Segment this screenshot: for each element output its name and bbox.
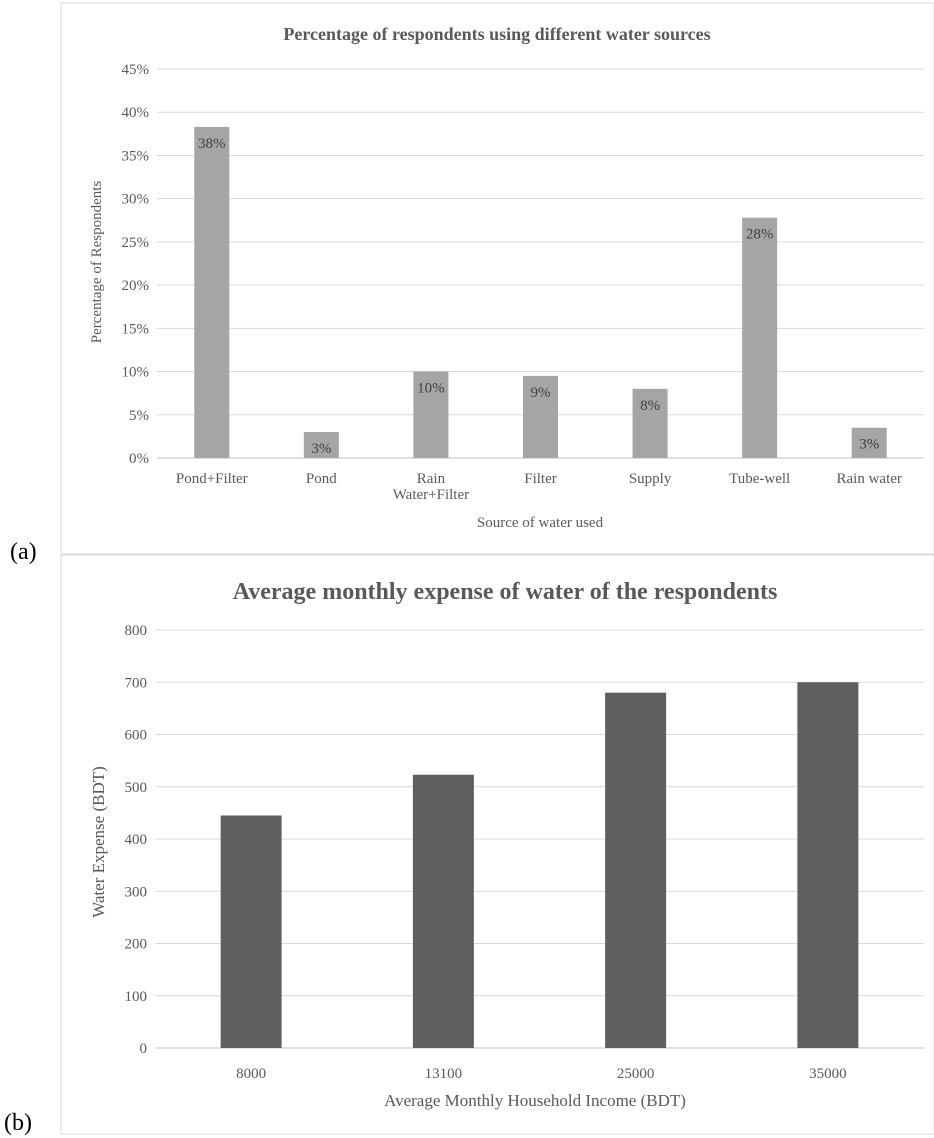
chart-a-frame (60, 2, 934, 555)
x-tick-label: Rain (417, 471, 446, 487)
chart-a-title: Percentage of respondents using differen… (283, 24, 710, 44)
chart-b-x-axis-title: Average Monthly Household Income (BDT) (384, 1091, 686, 1110)
y-tick-label: 600 (125, 728, 148, 744)
bar (851, 427, 887, 458)
y-tick-label: 400 (125, 832, 148, 848)
y-tick-label: 35% (122, 148, 150, 164)
chart-a-bars (194, 126, 887, 458)
chart-b-frame (60, 554, 934, 1135)
x-tick-label: 25000 (617, 1066, 655, 1082)
y-tick-label: 700 (125, 675, 148, 691)
x-tick-label: Supply (629, 471, 672, 487)
bar (412, 774, 474, 1048)
y-tick-label: 30% (122, 192, 150, 208)
data-label: 8% (640, 398, 660, 414)
chart-b-y-axis-title: Water Expense (BDT) (89, 766, 108, 918)
data-label: 9% (531, 385, 551, 401)
y-tick-label: 0 (140, 1041, 148, 1057)
chart-b: Average monthly expense of water of the … (60, 554, 934, 1135)
x-tick-label: 35000 (809, 1066, 847, 1082)
bar (632, 388, 668, 458)
y-tick-label: 40% (122, 105, 150, 121)
panel-label-b: (b) (4, 1110, 32, 1136)
chart-b-bars (220, 682, 859, 1048)
chart-b-title: Average monthly expense of water of the … (233, 579, 778, 605)
chart-a-y-axis-title: Percentage of Respondents (89, 181, 105, 344)
chart-a-gridlines (157, 68, 924, 459)
data-label: 28% (746, 227, 774, 243)
data-label: 3% (859, 437, 879, 453)
chart-a: Percentage of respondents using differen… (60, 2, 934, 555)
bar (194, 126, 230, 458)
y-tick-label: 300 (125, 884, 148, 900)
data-label: 10% (417, 381, 445, 397)
x-tick-label: Filter (524, 471, 557, 487)
y-tick-label: 5% (129, 408, 149, 424)
chart-a-data-labels: 38% 3% 10% 9% 8% 28% 3% (198, 136, 879, 457)
bar (303, 432, 339, 458)
x-tick-label: Pond+Filter (176, 471, 248, 487)
panel-label-a: (a) (10, 539, 37, 565)
bar (413, 371, 449, 458)
bar (797, 682, 859, 1048)
y-tick-label: 100 (125, 989, 148, 1005)
y-tick-label: 25% (122, 235, 150, 251)
bar (605, 692, 667, 1048)
bar (220, 815, 282, 1048)
data-label: 3% (311, 441, 331, 457)
x-tick-label: Water+Filter (393, 487, 469, 503)
data-label: 38% (198, 136, 226, 152)
y-tick-label: 15% (122, 321, 150, 337)
bar (523, 375, 558, 458)
chart-b-gridlines (155, 629, 924, 1049)
chart-b-x-tick-labels: 8000 13100 25000 35000 (236, 1066, 847, 1082)
y-tick-label: 500 (125, 780, 148, 796)
chart-a-x-axis-title: Source of water used (477, 515, 604, 531)
y-tick-label: 0% (129, 451, 149, 467)
y-tick-label: 800 (125, 623, 148, 639)
y-tick-label: 20% (122, 278, 150, 294)
y-tick-label: 45% (122, 62, 150, 78)
chart-a-y-tick-labels: 0% 5% 10% 15% 20% 25% 30% 35% 40% 45% (122, 62, 150, 467)
x-tick-label: Pond (306, 471, 337, 487)
chart-b-y-tick-labels: 0 100 200 300 400 500 600 700 800 (125, 623, 148, 1057)
x-tick-label: 13100 (425, 1066, 463, 1082)
bar (742, 217, 778, 458)
x-tick-label: Tube-well (729, 471, 790, 487)
x-tick-label: 8000 (236, 1066, 266, 1082)
y-tick-label: 200 (125, 937, 148, 953)
x-tick-label: Rain water (837, 471, 902, 487)
y-tick-label: 10% (122, 365, 150, 381)
